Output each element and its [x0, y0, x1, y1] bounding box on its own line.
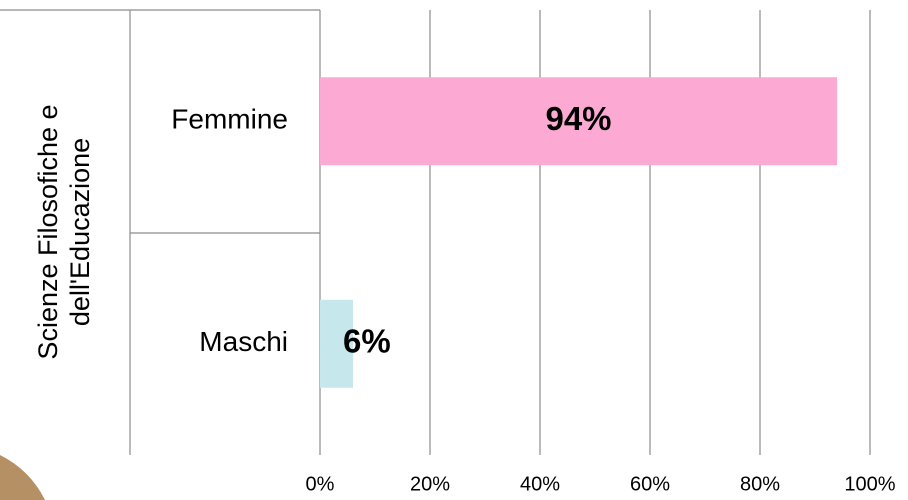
bar [320, 299, 353, 388]
value-label: 94% [545, 100, 611, 137]
x-tick-label: 80% [740, 473, 780, 495]
group-label: Scienze Filosofiche e dell'Educazione [33, 104, 95, 359]
category-label: Femmine [171, 104, 288, 135]
x-tick-label: 100% [844, 473, 895, 495]
x-tick-label: 40% [520, 473, 560, 495]
value-label: 6% [343, 322, 391, 359]
x-tick-label: 0% [306, 473, 335, 495]
bar [320, 77, 837, 166]
group-label-line: Scienze Filosofiche e [33, 104, 63, 359]
corner-decoration [0, 455, 45, 500]
x-tick-label: 60% [630, 473, 670, 495]
category-label: Maschi [199, 326, 288, 357]
group-label-line: dell'Educazione [65, 138, 95, 326]
x-tick-label: 20% [410, 473, 450, 495]
